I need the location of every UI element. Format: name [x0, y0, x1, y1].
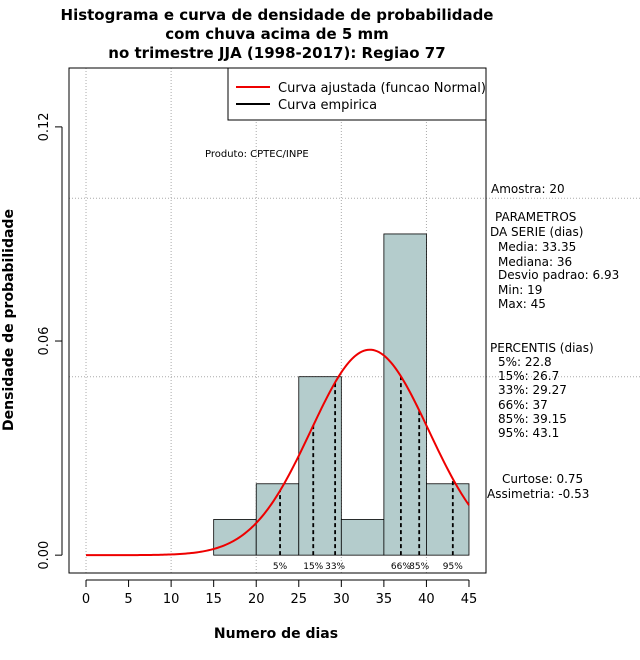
x-tick-label: 10 [163, 592, 180, 607]
y-tick-label: 0.12 [37, 112, 52, 141]
histogram-bar-4 [340, 519, 385, 556]
stat-curtose: Curtose: 0.75 [502, 472, 584, 486]
pct-33: 33%: 29.27 [498, 383, 567, 397]
stat-mediana: Mediana: 36 [498, 255, 573, 269]
x-tick-label: 40 [418, 592, 435, 607]
x-tick-label: 35 [376, 592, 393, 607]
params-title: PARAMETROS [495, 210, 577, 224]
percentis-title: PERCENTIS (dias) [490, 341, 594, 355]
title-line-3: no trimestre JJA (1998-2017): Regiao 77 [108, 44, 445, 62]
x-tick-label: 0 [82, 592, 90, 607]
x-tick-label: 30 [333, 592, 350, 607]
histogram-bar-1 [213, 519, 257, 556]
legend-label-1: Curva ajustada (funcao Normal) [278, 81, 486, 96]
percentile-label-66: 66% [391, 562, 411, 572]
percentile-label-85: 85% [409, 562, 429, 572]
product-annotation: Produto: CPTEC/INPE [205, 149, 309, 160]
y-axis: 0.00 0.06 0.12 [37, 112, 63, 570]
pct-95: 95%: 43.1 [498, 426, 560, 440]
y-tick-label: 0.06 [37, 327, 52, 356]
fitted-normal-curve [86, 348, 470, 557]
params-subtitle: DA SERIE (dias) [490, 225, 584, 239]
x-tick-label: 25 [291, 592, 308, 607]
y-axis-label: Densidade de probabilidade [1, 209, 17, 431]
stat-max: Max: 45 [498, 297, 546, 311]
chart-title: Histograma e curva de densidade de proba… [61, 6, 494, 62]
pct-5: 5%: 22.8 [498, 355, 552, 369]
histogram-bar-5 [383, 233, 427, 556]
pct-66: 66%: 37 [498, 398, 548, 412]
x-tick-label: 45 [461, 592, 478, 607]
fitted-curve-group [86, 348, 470, 557]
percentile-label-15: 15% [303, 562, 323, 572]
percentile-labels: 5% 15% 33% 66%85% 95% [273, 562, 463, 572]
percentile-label-33: 33% [325, 562, 345, 572]
pct-85: 85%: 39.15 [498, 412, 567, 426]
x-tick-label: 15 [205, 592, 222, 607]
histogram-bars [213, 233, 470, 556]
stat-assimetria: Assimetria: -0.53 [487, 487, 590, 501]
percentile-label-95: 95% [443, 562, 463, 572]
percentile-label-5: 5% [273, 562, 288, 572]
stat-media: Media: 33.35 [498, 240, 577, 254]
x-tick-label: 5 [124, 592, 132, 607]
stat-min: Min: 19 [498, 283, 543, 297]
x-axis-label: Numero de dias [214, 626, 338, 642]
legend: Curva ajustada (funcao Normal) Curva empi… [227, 67, 487, 121]
histogram-bar-3 [298, 376, 342, 556]
percentile-lines [279, 376, 454, 556]
title-line-1: Histograma e curva de densidade de proba… [61, 6, 494, 24]
y-tick-label: 0.00 [37, 541, 52, 570]
x-tick-label: 20 [248, 592, 265, 607]
title-line-2: com chuva acima de 5 mm [165, 25, 389, 43]
stat-desvio: Desvio padrao: 6.93 [498, 268, 620, 282]
pct-15: 15%: 26.7 [498, 369, 560, 383]
legend-box [227, 67, 487, 121]
legend-label-2: Curva empirica [278, 98, 377, 113]
x-axis: 0 5 10 15 20 25 30 35 40 45 [82, 579, 478, 607]
sample-size: Amostra: 20 [491, 182, 565, 196]
